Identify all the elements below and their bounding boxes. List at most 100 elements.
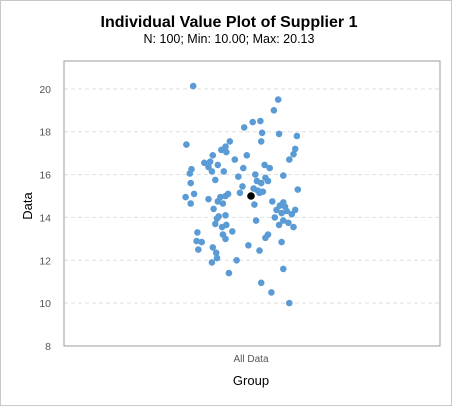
data-point <box>195 246 202 253</box>
data-point <box>258 129 266 137</box>
data-point <box>214 198 222 205</box>
data-point <box>210 205 217 213</box>
data-point <box>275 221 283 229</box>
data-point <box>275 130 283 138</box>
y-tick-label: 18 <box>39 127 51 139</box>
mean-point <box>247 192 255 200</box>
data-point <box>193 237 200 245</box>
data-point <box>226 138 234 145</box>
data-point <box>251 201 258 208</box>
data-point <box>280 172 287 179</box>
data-point <box>257 138 265 145</box>
data-point <box>252 217 260 224</box>
y-tick-label: 12 <box>39 255 51 267</box>
data-point <box>224 190 232 198</box>
data-point <box>233 257 240 264</box>
data-point <box>257 279 265 287</box>
data-point <box>290 150 297 158</box>
data-point <box>268 289 275 296</box>
data-point <box>209 152 217 159</box>
data-point <box>183 141 190 148</box>
data-point <box>240 164 247 172</box>
data-point <box>231 156 239 163</box>
data-point <box>294 186 302 193</box>
data-point <box>236 189 244 197</box>
data-point <box>187 200 194 207</box>
data-point <box>205 195 212 203</box>
data-points <box>182 82 302 307</box>
y-axis-ticks: 8 10 12 14 16 18 20 <box>39 84 51 353</box>
y-tick-label: 14 <box>39 212 51 224</box>
data-point <box>285 219 292 227</box>
y-axis-label: Data <box>20 192 35 220</box>
data-point <box>222 143 229 150</box>
category-label-all-data: All Data <box>233 354 268 365</box>
data-point <box>270 107 278 114</box>
plot-area-border <box>63 60 441 347</box>
y-tick-label: 16 <box>39 170 51 182</box>
data-point <box>212 220 219 228</box>
data-point <box>206 158 214 165</box>
data-point <box>245 242 252 249</box>
data-point <box>223 221 230 229</box>
data-point <box>222 235 229 243</box>
data-point <box>286 299 293 307</box>
data-point <box>293 132 301 140</box>
data-point <box>209 244 217 251</box>
y-tick-label: 8 <box>45 341 51 353</box>
data-point <box>269 198 276 205</box>
data-point <box>278 238 285 246</box>
data-point <box>215 213 222 220</box>
chart-title: Individual Value Plot of Supplier 1 <box>101 14 358 31</box>
data-point <box>235 173 242 180</box>
data-point <box>290 223 297 231</box>
data-point <box>264 177 272 185</box>
data-point <box>212 176 219 184</box>
data-point <box>213 254 221 262</box>
data-point <box>186 170 194 177</box>
data-point <box>240 124 248 131</box>
data-point <box>257 117 264 125</box>
chart-subtitle: N: 100; Min: 10.00; Max: 20.13 <box>144 32 315 46</box>
data-point <box>229 228 236 235</box>
data-point <box>208 259 216 266</box>
data-point <box>291 206 299 214</box>
data-point <box>223 148 230 156</box>
data-point <box>194 229 201 236</box>
data-point <box>201 159 208 167</box>
data-point <box>252 171 259 178</box>
data-point <box>271 214 279 221</box>
y-tick-label: 20 <box>39 84 51 96</box>
data-point <box>220 168 228 175</box>
data-point <box>243 152 251 159</box>
data-point <box>198 238 205 246</box>
data-point <box>266 164 274 172</box>
data-point <box>212 249 220 257</box>
data-point <box>225 269 233 277</box>
y-tick-label: 10 <box>39 298 51 310</box>
data-point <box>280 265 287 273</box>
data-point <box>208 168 216 175</box>
data-point <box>187 179 194 187</box>
data-point <box>291 145 299 153</box>
data-point <box>189 82 197 90</box>
data-point <box>283 207 291 215</box>
data-point <box>280 217 287 224</box>
data-point <box>214 161 222 169</box>
x-axis-label: Group <box>233 373 269 388</box>
data-point <box>278 209 285 217</box>
data-point <box>222 212 229 219</box>
data-point <box>239 183 246 190</box>
data-point <box>182 193 189 201</box>
data-point <box>249 118 256 126</box>
data-point <box>259 188 267 195</box>
data-point <box>264 231 272 238</box>
data-point <box>257 179 265 187</box>
data-point <box>219 200 227 207</box>
data-point <box>261 161 268 169</box>
data-point <box>274 96 282 103</box>
data-point <box>190 190 198 198</box>
data-point <box>256 247 263 254</box>
